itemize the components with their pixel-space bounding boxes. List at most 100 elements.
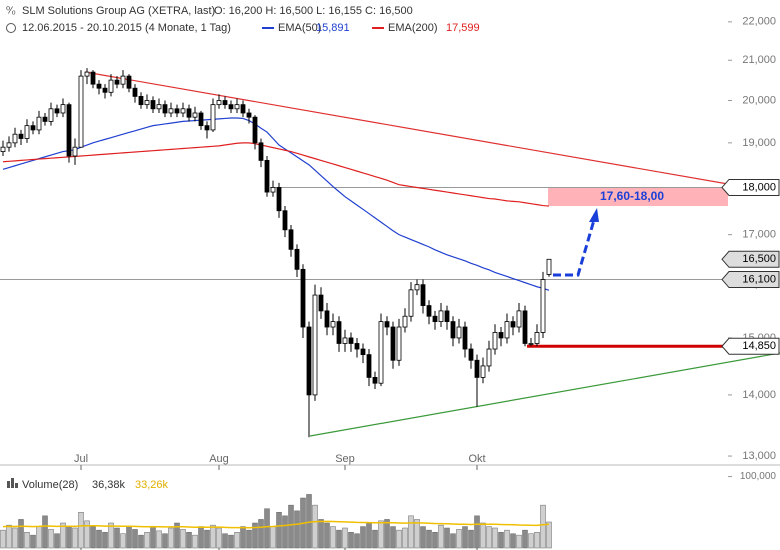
uptrend-line bbox=[309, 352, 780, 437]
volume-bar bbox=[546, 521, 552, 549]
clock-icon bbox=[6, 23, 16, 33]
volume-bar bbox=[204, 529, 210, 549]
candle-body bbox=[372, 376, 378, 384]
volume-bar bbox=[66, 526, 72, 549]
volume-bar bbox=[234, 532, 240, 549]
volume-bar bbox=[114, 527, 120, 549]
candle-body bbox=[360, 348, 366, 356]
candle-body bbox=[258, 142, 264, 161]
volume-bar bbox=[78, 512, 84, 549]
candle-body bbox=[306, 326, 312, 396]
volume-bar bbox=[450, 533, 456, 549]
volume-bar bbox=[390, 526, 396, 549]
candle-body bbox=[420, 284, 426, 306]
price-marker-label: 18,000 bbox=[742, 181, 776, 193]
icon: ⁰⁄₀ bbox=[6, 6, 16, 17]
volume-bar bbox=[198, 526, 204, 549]
candle-body bbox=[288, 229, 294, 250]
volume-bar bbox=[30, 534, 36, 549]
volume-bar bbox=[246, 529, 252, 549]
candle-body bbox=[246, 112, 252, 118]
volume-bar bbox=[42, 515, 48, 549]
candle-body bbox=[324, 310, 330, 328]
candle-body bbox=[294, 248, 300, 270]
volume-bar bbox=[222, 533, 228, 549]
candle-body bbox=[192, 112, 198, 118]
volume-bar bbox=[48, 529, 54, 549]
candle-body bbox=[528, 343, 534, 345]
downtrend-line bbox=[84, 71, 729, 185]
volume-bar bbox=[372, 529, 378, 549]
volume-bar bbox=[342, 527, 348, 549]
volume-label: Volume(28) bbox=[22, 479, 78, 491]
volume-icon bbox=[15, 483, 18, 488]
volume-bar bbox=[294, 510, 300, 549]
volume-bar bbox=[378, 520, 384, 549]
quote: O: 16,200 H: 16,500 L: 16,155 C: 16,500 bbox=[214, 5, 413, 17]
candle-body bbox=[66, 104, 72, 157]
volume-average-value: 33,26k bbox=[135, 479, 169, 491]
volume-bar bbox=[408, 515, 414, 549]
candle-body bbox=[216, 100, 222, 106]
volume-bar bbox=[438, 524, 444, 549]
volume-bar bbox=[540, 504, 546, 549]
volume-bar bbox=[366, 522, 372, 549]
candle-body bbox=[198, 112, 204, 127]
candle-body bbox=[408, 289, 414, 317]
title: SLM Solutions Group AG (XETRA, last) bbox=[22, 5, 215, 17]
candle-body bbox=[126, 75, 132, 89]
candle-body bbox=[210, 104, 216, 131]
volume-bar bbox=[324, 522, 330, 549]
volume-bar bbox=[480, 522, 486, 549]
x-tick-label: Aug bbox=[209, 453, 229, 465]
candle-body bbox=[450, 321, 456, 339]
volume-bar bbox=[414, 519, 420, 549]
candle-body bbox=[24, 125, 30, 139]
volume-bar bbox=[456, 529, 462, 549]
volume-bar bbox=[432, 532, 438, 549]
volume-bar bbox=[264, 508, 270, 549]
volume-bar bbox=[252, 522, 258, 549]
volume-bar bbox=[84, 520, 90, 549]
volume-bar bbox=[402, 527, 408, 549]
candle-body bbox=[168, 108, 174, 114]
volume-bar bbox=[468, 529, 474, 549]
candle-body bbox=[510, 321, 516, 328]
price-marker bbox=[721, 271, 780, 289]
candle-body bbox=[342, 337, 348, 344]
volume-bar bbox=[108, 522, 114, 549]
volume-tick-label: 100,000 bbox=[740, 471, 777, 482]
candle-body bbox=[0, 146, 6, 152]
volume-bar bbox=[54, 533, 60, 549]
candle-body bbox=[492, 332, 498, 350]
candle-body bbox=[96, 83, 102, 89]
volume-bar bbox=[168, 527, 174, 549]
candle-body bbox=[108, 79, 114, 93]
volume-bar bbox=[228, 534, 234, 549]
volume-bar bbox=[174, 522, 180, 549]
y-tick-label: 19,000 bbox=[742, 137, 776, 149]
plot: 13,00014,00015,00016,00017,00018,00019,0… bbox=[0, 16, 780, 550]
candle-body bbox=[468, 348, 474, 361]
volume-bar bbox=[330, 526, 336, 549]
candle-body bbox=[36, 116, 42, 131]
candle-body bbox=[462, 326, 468, 350]
price-marker-label: 16,500 bbox=[742, 253, 776, 265]
volume-bar bbox=[306, 494, 312, 549]
candle-body bbox=[498, 332, 504, 339]
candle-body bbox=[438, 310, 444, 323]
volume-bar bbox=[258, 519, 264, 549]
candle-body bbox=[384, 321, 390, 328]
volume-bar bbox=[192, 534, 198, 549]
candle-body bbox=[444, 310, 450, 323]
volume-bar bbox=[396, 529, 402, 549]
candle-body bbox=[174, 108, 180, 114]
subtitle: 12.06.2015 - 20.10.2015 (4 Monate, 1 Tag… bbox=[22, 22, 231, 34]
ema-line bbox=[2, 142, 550, 207]
volume-bar bbox=[510, 533, 516, 549]
volume-bar bbox=[336, 529, 342, 549]
candle-body bbox=[102, 87, 108, 93]
header-bg bbox=[0, 0, 560, 36]
volume-bar bbox=[486, 526, 492, 549]
candle-body bbox=[120, 75, 126, 85]
